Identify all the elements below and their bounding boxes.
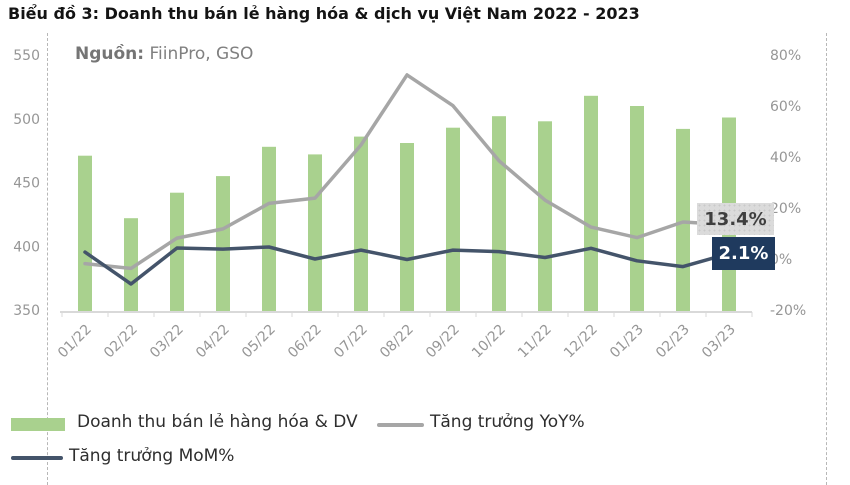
bar-02/23	[676, 128, 690, 311]
x-axis-label-09/22: 09/22	[423, 322, 463, 362]
source-note: Nguồn: FiinPro, GSO	[75, 44, 253, 64]
x-axis-label-01/23: 01/23	[607, 322, 647, 362]
source-value: FiinPro, GSO	[144, 44, 254, 64]
yoy-data-label: 13.4%	[697, 203, 774, 235]
right-axis-tick-label: 0%	[770, 252, 792, 268]
left-axis-tick-label: 450	[13, 176, 40, 192]
bar-01/23	[630, 106, 644, 311]
left-axis-tick-label: 400	[13, 239, 40, 255]
mom-line	[83, 245, 731, 286]
legend-swatch-mom	[11, 456, 63, 460]
left-axis-tick-label: 350	[13, 303, 40, 319]
bar-04/22	[216, 176, 230, 311]
bar-03/22	[170, 192, 184, 311]
bar-06/22	[308, 154, 322, 311]
x-axis-label-01/22: 01/22	[55, 322, 95, 362]
source-label: Nguồn:	[75, 44, 145, 64]
x-axis-label-04/22: 04/22	[193, 322, 233, 362]
bar-12/22	[584, 95, 598, 311]
right-axis-tick-label: 20%	[770, 201, 801, 217]
right-axis-tick-label: 40%	[770, 150, 801, 166]
bar-05/22	[262, 146, 276, 311]
x-axis-label-03/23: 03/23	[699, 322, 739, 362]
bar-08/22	[400, 143, 414, 311]
bar-09/22	[446, 127, 460, 311]
legend-swatch-yoy	[377, 423, 424, 427]
x-axis-label-05/22: 05/22	[239, 322, 279, 362]
bar-07/22	[354, 136, 368, 311]
bar-01/22	[78, 155, 92, 311]
x-axis-label-11/22: 11/22	[515, 322, 555, 362]
left-axis-tick-label: 550	[13, 48, 40, 64]
legend-label-yoy: Tăng trưởng YoY%	[430, 412, 585, 432]
x-axis-label-02/22: 02/22	[101, 322, 141, 362]
legend-label-revenue: Doanh thu bán lẻ hàng hóa & DV	[77, 412, 358, 432]
x-axis-label-03/22: 03/22	[147, 322, 187, 362]
bar-02/22	[124, 218, 138, 311]
x-axis-label-12/22: 12/22	[561, 322, 601, 362]
legend-label-mom: Tăng trưởng MoM%	[69, 446, 235, 466]
x-axis-label-10/22: 10/22	[469, 322, 509, 362]
x-axis-label-02/23: 02/23	[653, 322, 693, 362]
right-axis-tick-label: 60%	[770, 99, 801, 115]
x-axis-label-06/22: 06/22	[285, 322, 325, 362]
chart-title: Biểu đồ 3: Doanh thu bán lẻ hàng hóa & d…	[8, 4, 640, 23]
revenue-bars	[78, 95, 736, 311]
left-axis-tick-label: 500	[13, 112, 40, 128]
bar-10/22	[492, 116, 506, 311]
right-axis-tick-label: 80%	[770, 48, 801, 64]
right-axis-tick-label: -20%	[770, 303, 806, 319]
left-dashed-guide	[47, 33, 48, 485]
x-axis-label-07/22: 07/22	[331, 322, 371, 362]
right-dashed-guide	[826, 33, 827, 485]
x-axis-label-08/22: 08/22	[377, 322, 417, 362]
legend-swatch-revenue	[11, 418, 65, 431]
yoy-line	[83, 73, 731, 271]
bar-11/22	[538, 121, 552, 311]
mom-data-label: 2.1%	[712, 237, 775, 270]
